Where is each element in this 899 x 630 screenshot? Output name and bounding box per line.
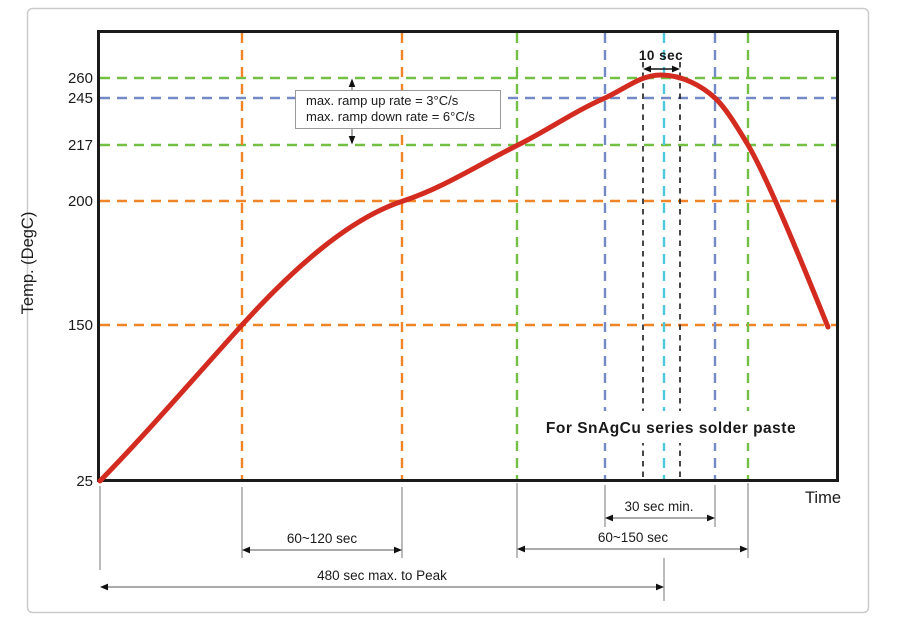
y-tick-label-245: 245: [68, 90, 93, 107]
ten-sec-label: 10 sec: [639, 48, 683, 63]
ramp-up-rate-label: max. ramp up rate = 3°C/s: [306, 93, 459, 108]
figure-frame: [26, 7, 870, 614]
y-tick-label-25: 25: [76, 473, 93, 490]
reflow-curve: [97, 72, 831, 484]
to-peak-label: 480 sec max. to Peak: [317, 568, 447, 583]
thirty-sec-arrow: [605, 514, 715, 522]
y-tick-label-260: 260: [68, 70, 93, 87]
to-peak-arrow: [100, 583, 664, 591]
liquidus-range-label: 60~150 sec: [598, 530, 668, 545]
ramp-rate-box: [295, 90, 501, 129]
liquidus-range-arrow: [517, 545, 748, 553]
ramp-down-rate-label: max. ramp down rate = 6°C/s: [306, 109, 475, 124]
plot-border: [97, 30, 839, 482]
solder-paste-note: For SnAgCu series solder paste: [546, 420, 796, 437]
x-axis-label: Time: [805, 489, 841, 507]
note-background: [531, 411, 813, 443]
y-tick-label-217: 217: [68, 137, 93, 154]
y-tick-labels: 260 245 217 200 150 25: [68, 70, 93, 490]
y-tick-label-200: 200: [68, 193, 93, 210]
dimension-guides: [99, 483, 749, 601]
soak-range-arrow: [242, 546, 402, 554]
ten-sec-arrow: [643, 65, 680, 73]
soak-range-label: 60~120 sec: [287, 531, 357, 546]
thirty-sec-label: 30 sec min.: [624, 499, 693, 514]
y-axis-label: Temp. (DegC): [19, 212, 37, 315]
y-tick-label-150: 150: [68, 317, 93, 334]
